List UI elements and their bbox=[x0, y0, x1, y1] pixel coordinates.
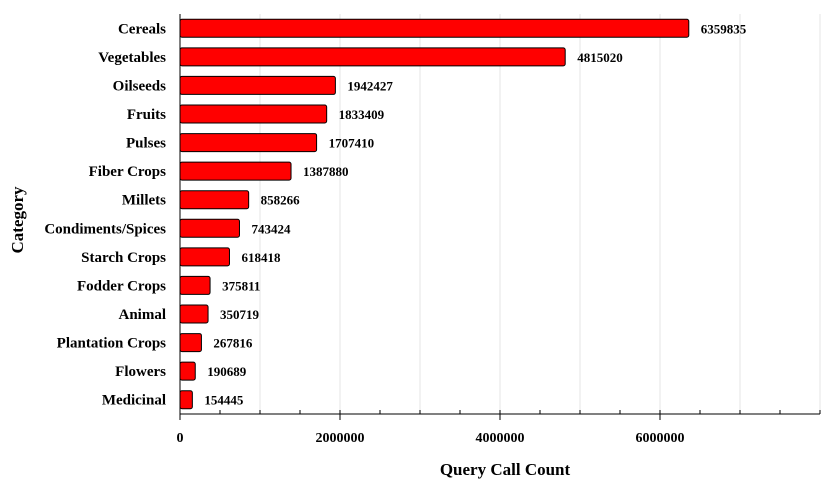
value-label-0: 6359835 bbox=[701, 21, 747, 36]
value-label-5: 1387880 bbox=[303, 164, 349, 179]
value-label-9: 375811 bbox=[222, 278, 260, 293]
bar-7 bbox=[179, 218, 240, 238]
category-label-4: Pulses bbox=[126, 136, 166, 152]
bar-1 bbox=[179, 47, 566, 67]
value-label-8: 618418 bbox=[241, 250, 281, 265]
bar-5 bbox=[179, 161, 292, 181]
bar-12 bbox=[179, 361, 196, 381]
value-label-1: 4815020 bbox=[577, 50, 623, 65]
category-label-2: Oilseeds bbox=[113, 78, 166, 94]
category-label-11: Plantation Crops bbox=[57, 336, 166, 352]
value-label-2: 1942427 bbox=[347, 78, 393, 93]
x-tick-label-0: 0 bbox=[177, 431, 184, 446]
category-label-13: Medicinal bbox=[102, 393, 166, 409]
value-label-12: 190689 bbox=[207, 364, 247, 379]
value-labels: 6359835 4815020 1942427 1833409 1707410 13878… bbox=[204, 21, 746, 407]
x-tick-label-3: 6000000 bbox=[636, 431, 685, 446]
bar-0 bbox=[179, 18, 690, 38]
category-label-8: Starch Crops bbox=[81, 250, 166, 266]
value-label-7: 743424 bbox=[251, 221, 291, 236]
category-label-0: Cereals bbox=[118, 21, 166, 37]
value-label-10: 350719 bbox=[220, 307, 260, 322]
bar-10 bbox=[179, 304, 209, 324]
value-label-6: 858266 bbox=[261, 193, 301, 208]
bar-3 bbox=[179, 104, 328, 124]
value-label-13: 154445 bbox=[204, 393, 244, 408]
bar-6 bbox=[179, 190, 250, 210]
x-tick-label-1: 2000000 bbox=[316, 431, 365, 446]
category-label-9: Fodder Crops bbox=[77, 278, 166, 294]
bar-8 bbox=[179, 247, 230, 267]
bar-4 bbox=[179, 133, 318, 153]
category-label-3: Fruits bbox=[127, 107, 166, 123]
category-labels: Cereals Vegetables Oilseeds Fruits Pulses Fib… bbox=[44, 21, 166, 408]
x-axis-ticks: 0 2000000 4000000 6000000 bbox=[177, 410, 821, 446]
category-label-7: Condiments/Spices bbox=[44, 221, 166, 237]
y-axis-title: Category bbox=[8, 186, 27, 254]
value-label-4: 1707410 bbox=[329, 136, 375, 151]
x-axis-title: Query Call Count bbox=[440, 460, 571, 479]
category-label-1: Vegetables bbox=[98, 50, 166, 66]
bar-9 bbox=[179, 275, 211, 295]
value-label-11: 267816 bbox=[213, 336, 253, 351]
bar-13 bbox=[179, 390, 193, 410]
grid-lines bbox=[259, 14, 821, 414]
category-label-10: Animal bbox=[118, 307, 166, 323]
category-label-5: Fiber Crops bbox=[89, 164, 167, 180]
category-label-12: Flowers bbox=[115, 364, 166, 380]
bars-group bbox=[179, 18, 690, 410]
bar-11 bbox=[179, 333, 202, 353]
value-label-3: 1833409 bbox=[339, 107, 385, 122]
category-label-6: Millets bbox=[122, 193, 166, 209]
bar-2 bbox=[179, 75, 336, 95]
x-tick-label-2: 4000000 bbox=[476, 431, 525, 446]
